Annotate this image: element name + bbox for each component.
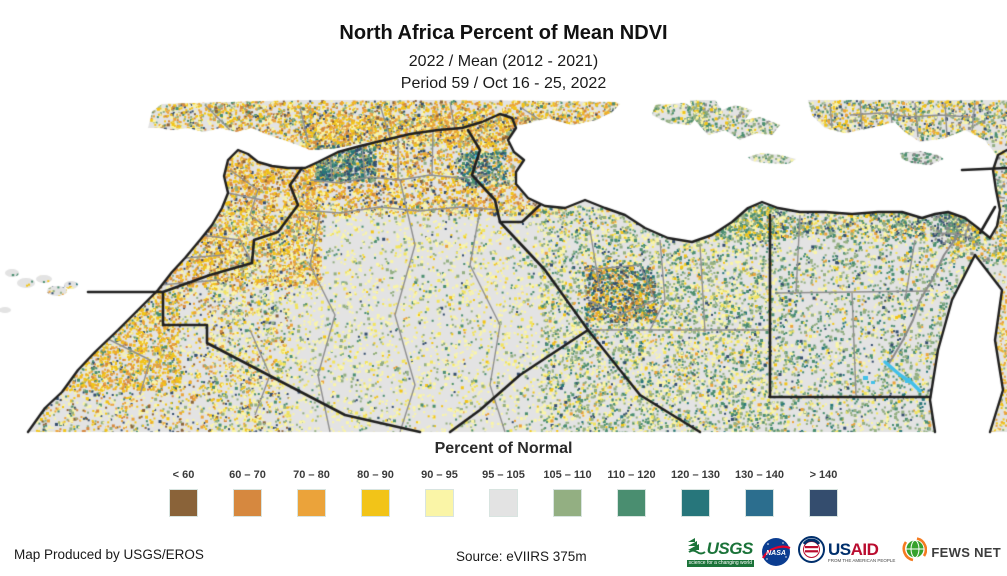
header: North Africa Percent of Mean NDVI 2022 /… bbox=[0, 0, 1007, 93]
legend-item: > 140 bbox=[792, 469, 856, 517]
legend-label: 105 – 110 bbox=[543, 469, 592, 481]
usaid-wordmark-us: US bbox=[827, 539, 851, 559]
legend-swatch bbox=[745, 489, 774, 517]
legend-swatch bbox=[233, 489, 262, 517]
legend-item: < 60 bbox=[152, 469, 216, 517]
legend-item: 130 – 140 bbox=[728, 469, 792, 517]
usaid-seal-icon bbox=[797, 536, 825, 568]
legend-label: > 140 bbox=[809, 469, 838, 481]
legend-item: 120 – 130 bbox=[664, 469, 728, 517]
page-title: North Africa Percent of Mean NDVI bbox=[339, 22, 668, 44]
svg-text:NASA: NASA bbox=[766, 550, 786, 557]
legend-label: 70 – 80 bbox=[293, 469, 330, 481]
usgs-logo: USGS science for a changing world bbox=[686, 537, 754, 567]
usaid-tagline: FROM THE AMERICAN PEOPLE bbox=[827, 557, 896, 563]
usaid-logo: USAID FROM THE AMERICAN PEOPLE bbox=[797, 536, 896, 568]
legend-swatch bbox=[681, 489, 710, 517]
usgs-wave-icon bbox=[687, 537, 707, 559]
legend-swatch bbox=[617, 489, 646, 517]
legend-swatch bbox=[425, 489, 454, 517]
legend-label: < 60 bbox=[172, 469, 195, 481]
legend-item: 80 – 90 bbox=[344, 469, 408, 517]
legend-swatch bbox=[809, 489, 838, 517]
footer-credit: Map Produced by USGS/EROS bbox=[14, 547, 204, 562]
legend-item: 110 – 120 bbox=[600, 469, 664, 517]
fewsnet-wordmark: FEWS NET bbox=[931, 544, 1001, 560]
legend-label: 80 – 90 bbox=[357, 469, 394, 481]
legend-title: Percent of Normal bbox=[434, 440, 573, 457]
legend-label: 60 – 70 bbox=[229, 469, 266, 481]
subtitle-line-1: 2022 / Mean (2012 - 2021) bbox=[408, 53, 599, 70]
map-area bbox=[0, 95, 1007, 435]
legend-item: 105 – 110 bbox=[536, 469, 600, 517]
legend-swatch bbox=[489, 489, 518, 517]
legend-item: 70 – 80 bbox=[280, 469, 344, 517]
legend-label: 95 – 105 bbox=[482, 469, 525, 481]
footer-logos: USGS science for a changing world NASA bbox=[686, 533, 1001, 571]
legend-label: 120 – 130 bbox=[671, 469, 720, 481]
legend-row: < 60 60 – 70 70 – 80 80 – 90 90 – 95 95 – 105… bbox=[0, 469, 1007, 517]
usgs-wordmark: USGS bbox=[706, 538, 754, 558]
legend-item: 90 – 95 bbox=[408, 469, 472, 517]
fewsnet-globe-icon bbox=[902, 537, 928, 567]
legend-label: 130 – 140 bbox=[735, 469, 784, 481]
legend-item: 60 – 70 bbox=[216, 469, 280, 517]
legend-swatch bbox=[553, 489, 582, 517]
legend-label: 110 – 120 bbox=[607, 469, 656, 481]
fewsnet-logo: FEWS NET bbox=[902, 537, 1001, 567]
legend-swatch bbox=[297, 489, 326, 517]
legend-swatch bbox=[169, 489, 198, 517]
footer-source: Source: eVIIRS 375m bbox=[456, 549, 587, 564]
usgs-tagline: science for a changing world bbox=[686, 560, 754, 567]
nasa-meatball-icon: NASA bbox=[761, 538, 791, 566]
legend: Percent of Normal < 60 60 – 70 70 – 80 80 –… bbox=[0, 440, 1007, 517]
legend-swatch bbox=[361, 489, 390, 517]
subtitle-line-2: Period 59 / Oct 16 - 25, 2022 bbox=[400, 75, 607, 92]
usaid-wordmark-aid: AID bbox=[850, 539, 879, 559]
ndvi-map bbox=[0, 95, 1007, 435]
legend-item: 95 – 105 bbox=[472, 469, 536, 517]
legend-label: 90 – 95 bbox=[421, 469, 458, 481]
nasa-logo: NASA bbox=[761, 537, 791, 567]
